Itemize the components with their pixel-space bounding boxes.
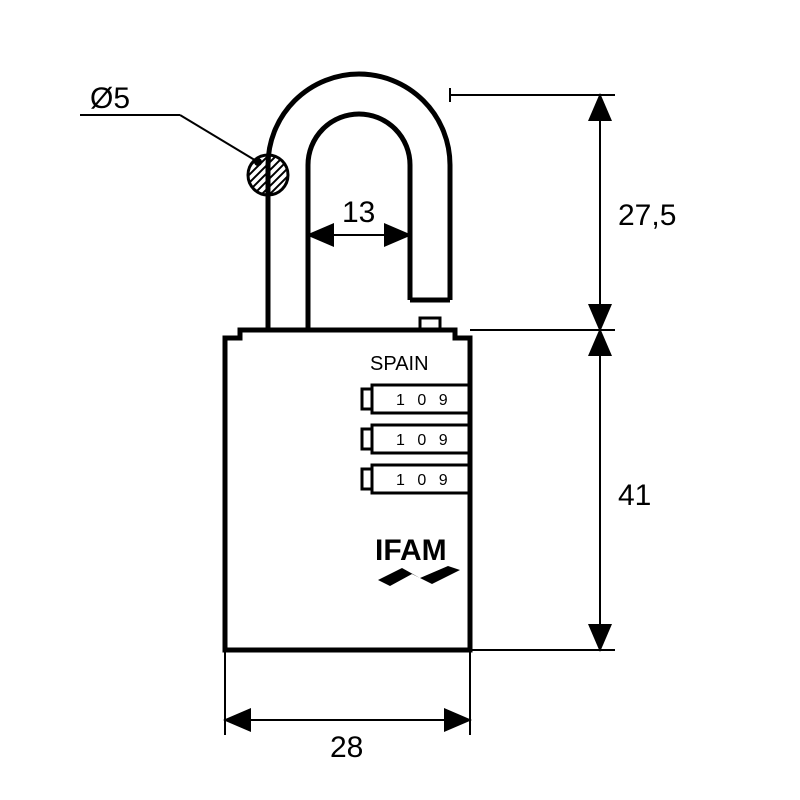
dial-tab	[362, 429, 372, 449]
svg-text:1 0 9: 1 0 9	[396, 432, 452, 449]
diameter-section	[248, 155, 288, 195]
country-label: SPAIN	[370, 353, 429, 375]
dial-tab	[362, 389, 372, 409]
brand-logo-icon	[378, 566, 460, 586]
dial-3: 1 0 9	[372, 465, 470, 493]
body-outline	[225, 330, 470, 650]
diameter-leader-d	[180, 115, 258, 162]
padlock-diagram: Ø5 13 27,5 41 28 SPAIN 1 0 9 1 0 9 1 0 9…	[0, 0, 800, 800]
dim-275-label: 27,5	[618, 199, 676, 232]
diameter-leader-dot	[254, 158, 262, 166]
dial-2: 1 0 9	[372, 425, 470, 453]
dim-28-label: 28	[330, 731, 363, 764]
svg-text:1 0 9: 1 0 9	[396, 392, 452, 409]
dial-1: 1 0 9	[372, 385, 470, 413]
diameter-label: Ø5	[90, 82, 130, 115]
dial-tab	[362, 469, 372, 489]
brand-label: IFAM	[375, 534, 447, 567]
dim-41-label: 41	[618, 479, 651, 512]
svg-text:1 0 9: 1 0 9	[396, 472, 452, 489]
dim-13-label: 13	[342, 196, 375, 229]
